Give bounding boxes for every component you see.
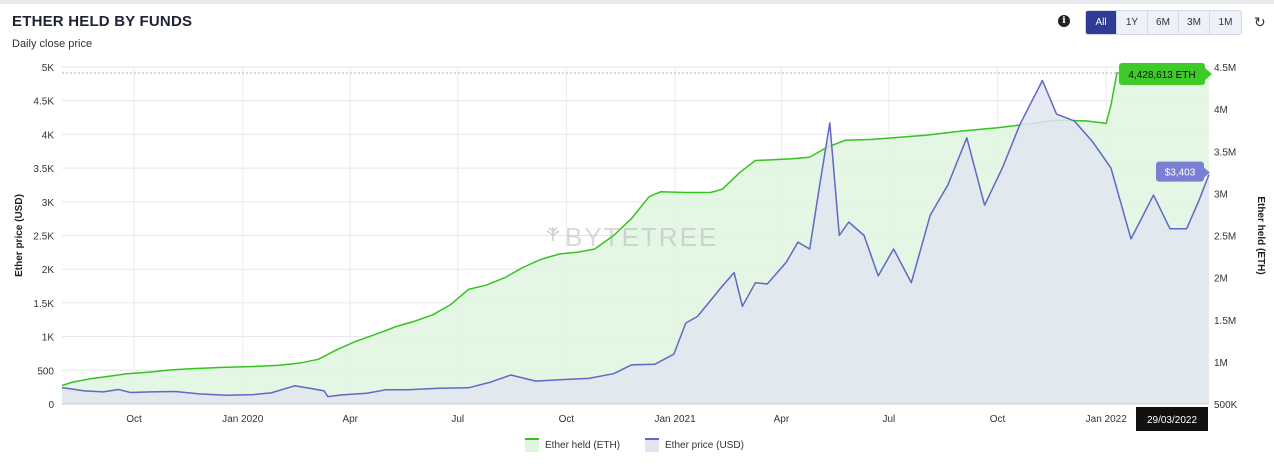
legend-item-ether-price[interactable]: Ether price (USD)	[645, 438, 744, 452]
range-button-all[interactable]: All	[1086, 11, 1117, 34]
y-left-tick-label: 2K	[42, 265, 55, 276]
y-right-tick-label: 2M	[1214, 274, 1228, 285]
x-tick-label: Apr	[342, 414, 358, 425]
legend-label-ether-held: Ether held (ETH)	[545, 439, 621, 451]
x-tick-label: Jul	[451, 414, 464, 425]
y-left-tick-label: 4K	[42, 130, 55, 141]
held-value-pointer	[1205, 68, 1212, 81]
date-badge	[1136, 407, 1208, 431]
range-button-3m[interactable]: 3M	[1179, 11, 1210, 34]
series-ether-held-line	[61, 72, 1209, 387]
y-right-axis-title: Ether held (ETH)	[1255, 196, 1266, 274]
y-left-tick-label: 1K	[42, 333, 55, 344]
y-right-tick-label: 500K	[1214, 400, 1238, 411]
y-left-tick-label: 3K	[42, 198, 55, 209]
top-strip	[0, 0, 1274, 4]
x-tick-label: Jan 2020	[222, 414, 264, 425]
x-tick-label: Oct	[126, 414, 142, 425]
x-tick-label: Jan 2022	[1086, 414, 1128, 425]
chart-title: ETHER HELD BY FUNDS	[12, 13, 193, 30]
y-right-tick-label: 3M	[1214, 189, 1228, 200]
y-left-tick-label: 5K	[42, 63, 55, 74]
y-right-tick-label: 1.5M	[1214, 316, 1236, 327]
series-ether-price-area	[62, 80, 1209, 404]
chart-subtitle: Daily close price	[12, 38, 93, 50]
series-ether-price-line	[61, 79, 1210, 398]
range-button-1m[interactable]: 1M	[1218, 17, 1233, 28]
y-left-tick-label: 2.5K	[33, 232, 54, 243]
y-right-tick-label: 3.5M	[1214, 147, 1236, 158]
price-value-pointer	[1204, 167, 1210, 178]
legend: Ether held (ETH) Ether price (USD)	[0, 438, 1274, 456]
legend-swatch-ether-held	[525, 438, 539, 452]
y-right-tick-label: 4M	[1214, 105, 1228, 116]
refresh-icon[interactable]: ↻	[1254, 14, 1266, 30]
x-tick-label: Jul	[882, 414, 895, 425]
held-value-badge	[1119, 63, 1205, 86]
y-right-tick-label: 1M	[1214, 358, 1228, 369]
y-left-tick-label: 4.5K	[33, 97, 54, 108]
y-left-tick-label: 1.5K	[33, 299, 54, 310]
x-tick-label: Oct	[990, 414, 1006, 425]
y-left-tick-label: 3.5K	[33, 164, 54, 175]
y-left-tick-label: 500	[37, 366, 54, 377]
price-value-badge	[1156, 161, 1204, 182]
range-button-1y[interactable]: 1Y	[1117, 11, 1148, 34]
bytetree-logo-icon	[546, 227, 560, 241]
held-value-label: 4,428,613 ETH	[1128, 70, 1195, 81]
x-tick-label: Jan 2021	[654, 414, 696, 425]
watermark: BYTETREE	[565, 222, 719, 252]
y-right-tick-label: 4.5M	[1214, 63, 1236, 74]
x-tick-label: Oct	[559, 414, 575, 425]
legend-swatch-ether-price	[645, 438, 659, 452]
y-left-axis-title: Ether price (USD)	[14, 194, 25, 277]
price-value-label: $3,403	[1165, 168, 1196, 179]
info-icon[interactable]: i	[1058, 15, 1070, 27]
range-selector: All 1Y 6M 3M 1M	[1085, 10, 1242, 35]
y-left-tick-label: 0	[48, 400, 54, 411]
legend-label-ether-price: Ether price (USD)	[665, 439, 744, 451]
date-badge-label: 29/03/2022	[1147, 415, 1197, 426]
y-right-tick-label: 2.5M	[1214, 232, 1236, 243]
x-tick-label: Apr	[774, 414, 790, 425]
legend-item-ether-held[interactable]: Ether held (ETH)	[525, 438, 620, 452]
range-button-6m[interactable]: 6M	[1148, 11, 1179, 34]
